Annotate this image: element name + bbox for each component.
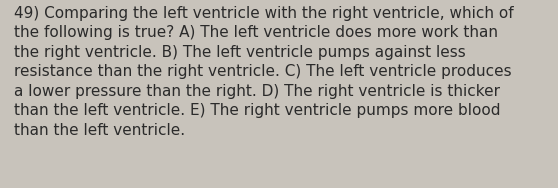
- Text: 49) Comparing the left ventricle with the right ventricle, which of
the followin: 49) Comparing the left ventricle with th…: [14, 6, 513, 138]
